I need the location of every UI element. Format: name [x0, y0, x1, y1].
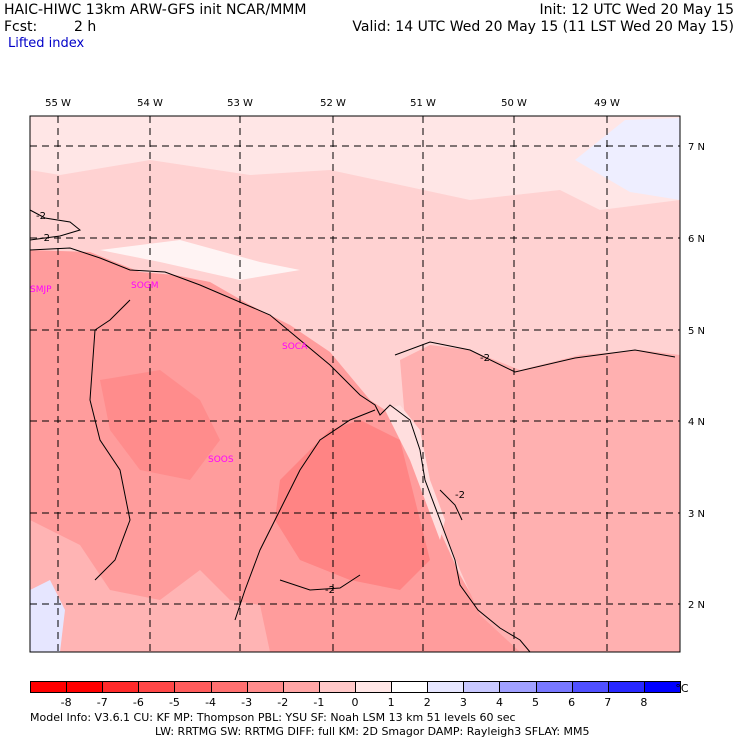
colorbar-label-16: 8 [640, 696, 648, 709]
coastline-main [30, 247, 531, 652]
contour-south [279, 574, 361, 591]
lon-label-2: 53 W [227, 98, 253, 109]
contour-label-4: -2 [325, 585, 335, 596]
colorbar-label-10: 2 [423, 696, 431, 709]
colorbar-label-14: 6 [568, 696, 576, 709]
lat-label-4: 3 N [688, 509, 705, 520]
lon-label-6: 49 W [594, 98, 620, 109]
colorbar-label-0: -8 [60, 696, 72, 709]
colorbar-swatch-6 [246, 681, 284, 693]
lon-label-0: 55 W [45, 98, 71, 109]
colorbar-swatch-9 [355, 681, 393, 693]
colorbar-label-15: 7 [604, 696, 612, 709]
border-east [234, 409, 376, 621]
contours-minus2 [30, 209, 676, 591]
colorbar-label-2: -6 [132, 696, 144, 709]
field-shading [30, 116, 680, 652]
shade-north-light [30, 116, 680, 210]
colorbar-label-4: -4 [205, 696, 217, 709]
colorbar-swatch-4 [174, 681, 212, 693]
valid-time: Valid: 14 UTC Wed 20 May 15 (11 LST Wed … [352, 19, 734, 35]
lat-label-3: 4 N [688, 417, 705, 428]
shade-east-ocean [400, 345, 680, 652]
lat-label-0: 7 N [688, 142, 705, 153]
colorbar-swatch-3 [138, 681, 176, 693]
colorbar-label-11: 3 [459, 696, 467, 709]
colorbar-swatch-10 [391, 681, 429, 693]
station-smjp: SMJP [30, 285, 52, 295]
lat-label-5: 2 N [688, 600, 705, 611]
colorbar-swatch-14 [535, 681, 573, 693]
colorbar-label-1: -7 [96, 696, 108, 709]
station-labels: SMJP SOGM SOCA SOOS [30, 281, 308, 465]
colorbar-swatch-15 [571, 681, 609, 693]
contour-label-2: -2 [480, 353, 490, 364]
colorbar-swatch-11 [427, 681, 465, 693]
forecast-value: 2 h [74, 19, 97, 35]
colorbar-swatch-1 [66, 681, 104, 693]
colorbar-label-6: -2 [277, 696, 289, 709]
station-soca: SOCA [282, 342, 308, 352]
init-time: Init: 12 UTC Wed 20 May 15 [539, 2, 734, 18]
lon-label-5: 50 W [501, 98, 527, 109]
contour-east [394, 341, 676, 373]
colorbar-swatch-8 [318, 681, 356, 693]
forecast-label: Fcst: [4, 19, 38, 35]
colorbar-swatch-17 [643, 681, 681, 693]
colorbar-swatch-13 [499, 681, 537, 693]
contour-label-0: -2 [36, 211, 46, 222]
colorbar-label-9: 1 [387, 696, 395, 709]
gridlines [30, 116, 680, 652]
footer-model-info: Model Info: V3.6.1 CU: KF MP: Thompson P… [30, 711, 516, 724]
lon-label-3: 52 W [320, 98, 346, 109]
coastlines [30, 247, 531, 652]
shade-west-dark [100, 370, 220, 480]
colorbar-swatch-5 [210, 681, 248, 693]
colorbar-label-7: -1 [313, 696, 325, 709]
map-frame [29, 115, 681, 653]
shade-ne-blue [575, 118, 680, 200]
contour-nw [30, 209, 82, 241]
contour-label-3: -2 [455, 490, 465, 501]
lat-label-1: 6 N [688, 234, 705, 245]
colorbar-swatch-2 [102, 681, 140, 693]
footer-physics: LW: RRTMG SW: RRTMG DIFF: full KM: 2D Sm… [155, 725, 590, 738]
border-west [89, 299, 131, 581]
title-model: HAIC-HIWC 13km ARW-GFS init NCAR/MMM [4, 2, 307, 18]
colorbar-label-12: 4 [495, 696, 503, 709]
shade-sw-blue [30, 580, 65, 652]
colorbar-swatch-7 [282, 681, 320, 693]
shade-coastal-strip [385, 405, 445, 540]
colorbar-swatch-12 [463, 681, 501, 693]
contour-label-1: -2 [40, 233, 50, 244]
colorbar-label-5: -3 [241, 696, 253, 709]
colorbar-swatch-0 [30, 681, 68, 693]
field-name: Lifted index [8, 36, 85, 51]
colorbar-label-8: 0 [351, 696, 359, 709]
station-sogm: SOGM [131, 281, 159, 291]
colorbar-unit: °C [675, 682, 689, 695]
lat-label-2: 5 N [688, 326, 705, 337]
colorbar-label-3: -5 [168, 696, 180, 709]
contour-labels: -2 -2 -2 -2 -2 [36, 211, 490, 596]
station-soos: SOOS [208, 455, 234, 465]
tick-labels: 55 W 54 W 53 W 52 W 51 W 50 W 49 W 7 N 6 N 5 N 4 N… [45, 98, 705, 611]
shade-interior-dark [275, 420, 430, 590]
contour-coast [439, 489, 463, 521]
colorbar-label-13: 5 [532, 696, 540, 709]
colorbar-swatch-16 [607, 681, 645, 693]
lon-label-4: 51 W [410, 98, 436, 109]
lon-label-1: 54 W [137, 98, 163, 109]
shade-sw-light [30, 520, 270, 652]
